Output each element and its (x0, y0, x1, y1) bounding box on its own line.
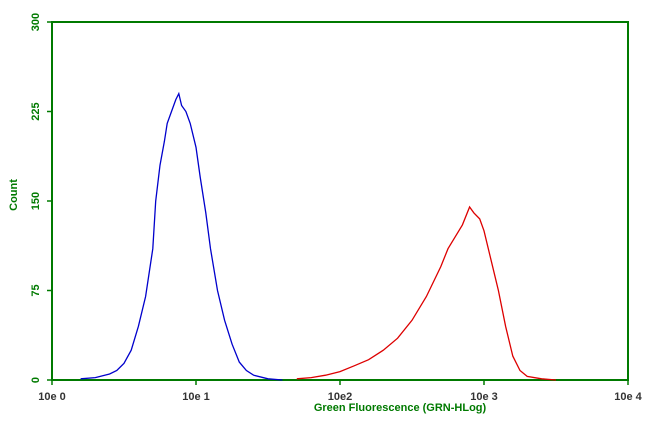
y-tick-label: 300 (30, 13, 42, 31)
y-axis-title: Count (8, 179, 20, 211)
y-tick-label: 75 (30, 284, 42, 296)
y-tick-label: 0 (30, 377, 42, 383)
y-tick-label: 150 (30, 192, 42, 210)
series-line (296, 205, 557, 381)
x-tick-label: 10e2 (328, 391, 352, 403)
series-line (80, 91, 283, 381)
x-tick-label: 10e 0 (38, 391, 66, 403)
x-axis-title: Green Fluorescence (GRN-HLog) (314, 402, 487, 414)
x-tick-label: 10e 4 (614, 391, 642, 403)
x-tick-label: 10e 3 (470, 391, 498, 403)
x-tick-label: 10e 1 (182, 391, 210, 403)
y-tick-label: 225 (30, 102, 42, 120)
